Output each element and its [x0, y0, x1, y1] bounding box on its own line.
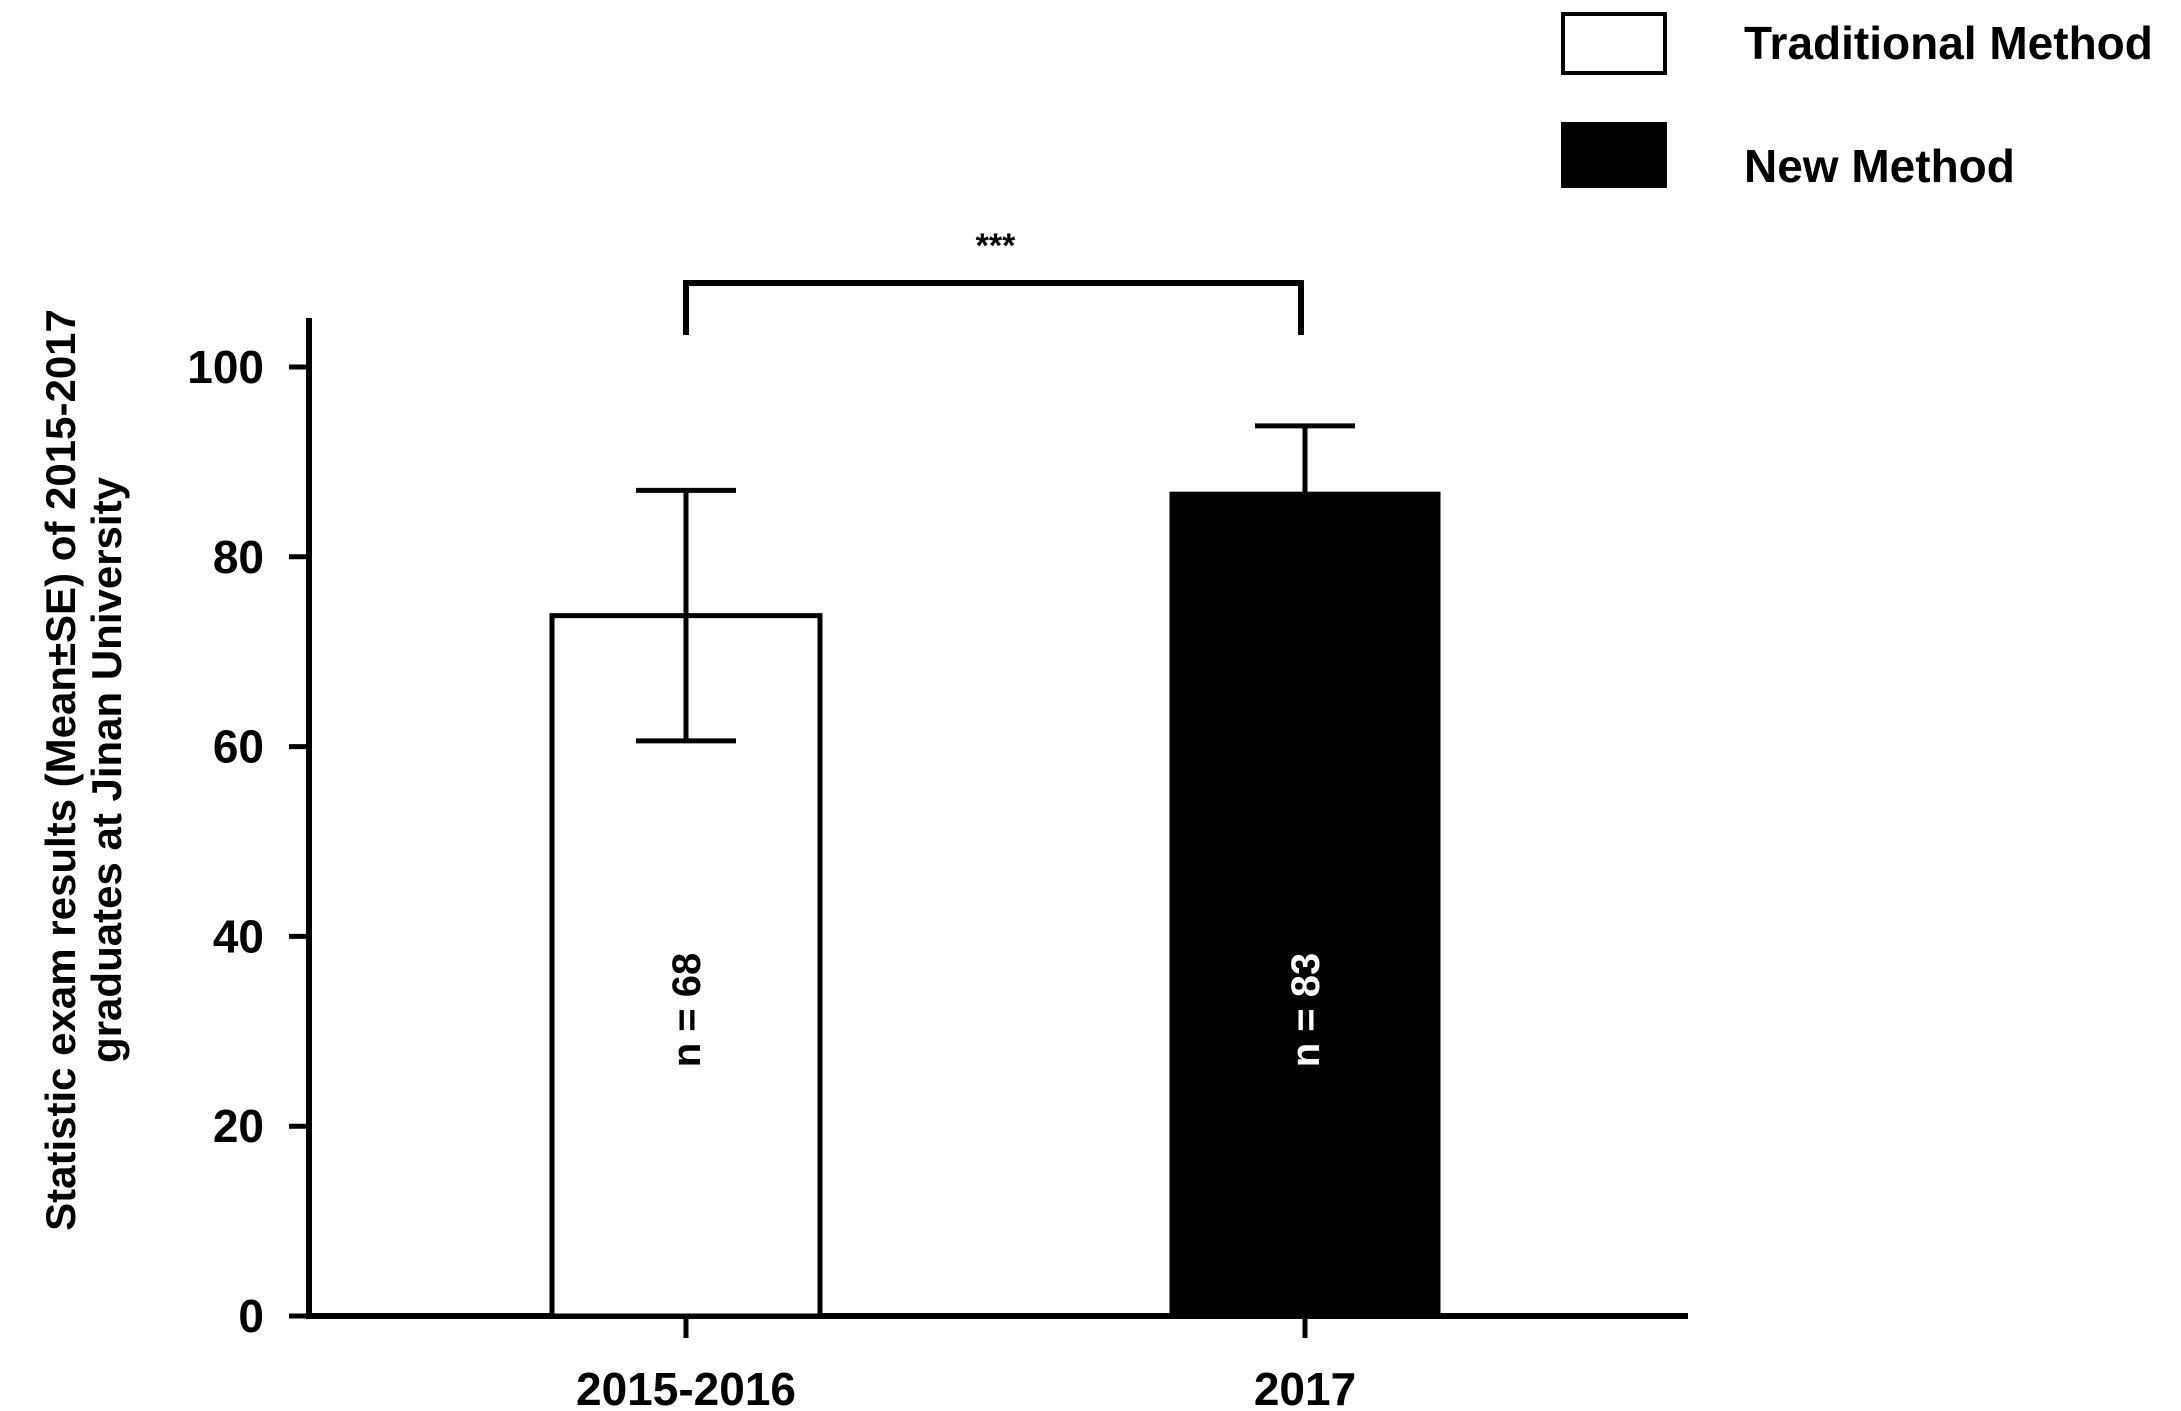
y-tick-label-60: 60	[213, 721, 264, 773]
y-axis-title-line-1: Statistic exam results (Mean±SE) of 2015…	[37, 309, 84, 1231]
x-tick-label-2017: 2017	[1254, 1363, 1356, 1411]
y-tick-label-80: 80	[213, 531, 264, 583]
bar-n-label-2015-2016: n = 68	[665, 953, 709, 1068]
significance-label: ***	[976, 227, 1016, 265]
significance-bracket: ***	[683, 227, 1304, 335]
y-tick-label-40: 40	[213, 910, 264, 962]
legend-label-new: New Method	[1744, 140, 2015, 192]
bar-2017	[1169, 491, 1441, 1319]
y-axis-title-line-2: graduates at Jinan University	[83, 476, 130, 1063]
y-tick-label-20: 20	[213, 1100, 264, 1152]
y-axis-title: Statistic exam results (Mean±SE) of 2015…	[37, 309, 130, 1231]
bar-n-label-2017: n = 83	[1284, 953, 1328, 1068]
y-tick-label-100: 100	[187, 341, 264, 393]
legend-swatch-traditional	[1561, 12, 1667, 75]
y-tick-label-0: 0	[238, 1290, 264, 1342]
significance-bracket-line	[683, 280, 1304, 335]
legend-swatch-new	[1561, 122, 1667, 188]
legend: Traditional Method New Method	[1561, 12, 2153, 192]
bars: n = 68 n = 83	[549, 423, 1441, 1319]
y-axis-ticks: 0 20 40 60 80 100	[187, 341, 309, 1342]
legend-label-traditional: Traditional Method	[1744, 17, 2153, 69]
x-tick-label-2015-2016: 2015-2016	[576, 1363, 796, 1411]
x-axis-ticks: 2015-2016 2017	[576, 1316, 1356, 1411]
